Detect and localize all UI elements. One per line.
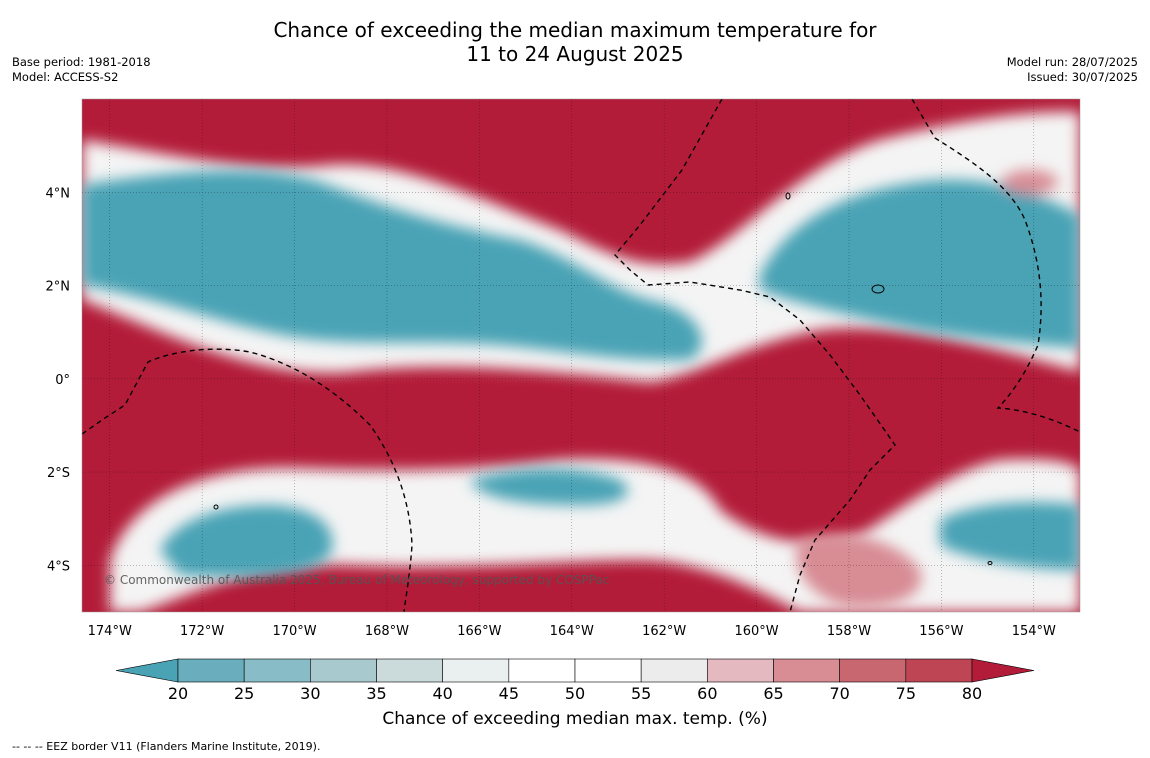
latitude-tick-label: 2°N bbox=[46, 280, 71, 295]
island-3 bbox=[213, 504, 219, 510]
longitude-tick-label: 156°W bbox=[919, 624, 963, 639]
colorbar: 20 25 30 35 40 45 50 55 60 65 70 75 80 bbox=[115, 658, 1035, 700]
latitude-tick-label: 4°S bbox=[47, 559, 70, 574]
eez-border-note: -- -- -- EEZ border V11 (Flanders Marine… bbox=[12, 740, 321, 753]
colorbar-tick-label: 55 bbox=[631, 684, 651, 700]
colorbar-segment bbox=[839, 658, 907, 683]
model-text: Model: ACCESS-S2 bbox=[12, 70, 119, 84]
colorbar-segment bbox=[177, 658, 245, 683]
colorbar-tick-label: 40 bbox=[432, 684, 452, 700]
colorbar-tick-label: 60 bbox=[697, 684, 717, 700]
islands bbox=[213, 192, 993, 565]
colorbar-tick-label: 75 bbox=[896, 684, 916, 700]
latitude-tick-label: 0° bbox=[55, 373, 70, 388]
map-figure: © Commonwealth of Australia 2025, Bureau… bbox=[46, 98, 1081, 700]
north-west-cool-region bbox=[82, 170, 702, 361]
issued-text: Issued: 30/07/2025 bbox=[1027, 70, 1138, 84]
eez-border-east bbox=[911, 99, 1080, 433]
colorbar-segment bbox=[376, 658, 443, 683]
longitude-tick-label: 170°W bbox=[272, 624, 316, 639]
title-line-1: Chance of exceeding the median maximum t… bbox=[273, 18, 877, 42]
longitude-tick-label: 162°W bbox=[642, 624, 686, 639]
copyright-text: © Commonwealth of Australia 2025, Bureau… bbox=[104, 573, 609, 587]
colorbar-tick-label: 20 bbox=[168, 684, 188, 700]
colorbar-segment bbox=[905, 658, 973, 683]
colorbar-segment bbox=[310, 658, 377, 683]
latitude-ticks: 4°N 2°N 0° 2°S 4°S bbox=[46, 186, 71, 574]
colorbar-high-extension bbox=[971, 658, 1035, 683]
island-1 bbox=[785, 192, 791, 200]
colorbar-tick-label: 25 bbox=[234, 684, 254, 700]
longitude-tick-label: 154°W bbox=[1012, 624, 1056, 639]
colorbar-tick-label: 70 bbox=[829, 684, 849, 700]
north-east-warm-spot bbox=[1002, 170, 1058, 194]
colorbar-segment bbox=[773, 658, 840, 683]
latitude-tick-label: 2°S bbox=[47, 466, 70, 481]
colorbar-label: Chance of exceeding median max. temp. (%… bbox=[382, 709, 768, 729]
map-title: Chance of exceeding the median maximum t… bbox=[0, 18, 1150, 66]
eez-border-central bbox=[614, 99, 896, 612]
latitude-tick-label: 4°N bbox=[46, 186, 71, 201]
colorbar-tick-label: 45 bbox=[499, 684, 519, 700]
colorbar-segment bbox=[707, 658, 774, 683]
colorbar-tick-label: 50 bbox=[565, 684, 585, 700]
longitude-ticks: 174°W 172°W 170°W 168°W 166°W 164°W 162°W 160°W… bbox=[88, 624, 1056, 639]
colorbar-segment bbox=[640, 658, 708, 683]
south-west-cool-region bbox=[160, 505, 333, 577]
title-line-2: 11 to 24 August 2025 bbox=[466, 42, 684, 66]
north-east-cool-region bbox=[760, 179, 1080, 348]
island-2 bbox=[871, 284, 885, 294]
longitude-tick-label: 166°W bbox=[457, 624, 501, 639]
graticule bbox=[82, 99, 1080, 612]
colorbar-tick-label: 80 bbox=[962, 684, 982, 700]
model-run-text: Model run: 28/07/2025 bbox=[1006, 55, 1138, 69]
eez-borders bbox=[82, 99, 1080, 612]
colorbar-tick-label: 65 bbox=[763, 684, 783, 700]
longitude-tick-label: 164°W bbox=[550, 624, 594, 639]
south-east-cool-region bbox=[940, 502, 1080, 570]
longitude-tick-label: 160°W bbox=[734, 624, 778, 639]
colorbar-segment bbox=[508, 658, 576, 683]
colorbar-tick-label: 35 bbox=[366, 684, 386, 700]
eez-border-west bbox=[82, 348, 413, 612]
map-area: © Commonwealth of Australia 2025, Bureau… bbox=[82, 99, 1080, 612]
longitude-tick-label: 158°W bbox=[827, 624, 871, 639]
longitude-tick-label: 174°W bbox=[88, 624, 132, 639]
map-frame bbox=[81, 98, 1081, 613]
island-4 bbox=[987, 561, 993, 565]
longitude-tick-label: 172°W bbox=[180, 624, 224, 639]
longitude-tick-label: 168°W bbox=[365, 624, 409, 639]
colorbar-segment bbox=[442, 658, 510, 683]
base-period-text: Base period: 1981-2018 bbox=[12, 55, 151, 69]
colorbar-low-extension bbox=[115, 658, 179, 683]
south-east-warm-patch bbox=[796, 534, 922, 607]
meta-right: Model run: 28/07/2025 Issued: 30/07/2025 bbox=[1007, 55, 1138, 85]
meta-left: Base period: 1981-2018 Model: ACCESS-S2 bbox=[12, 55, 151, 85]
south-central-cool-region bbox=[470, 468, 628, 505]
colorbar-segment bbox=[574, 658, 642, 683]
colorbar-segment bbox=[243, 658, 311, 683]
colorbar-tick-label: 30 bbox=[300, 684, 320, 700]
